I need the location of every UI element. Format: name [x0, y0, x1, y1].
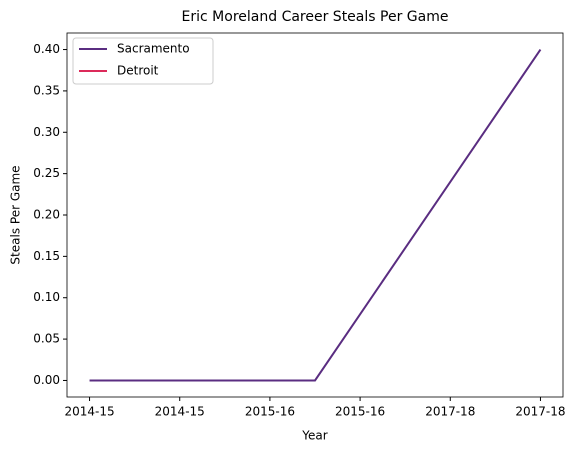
- x-tick-label: 2014-15: [64, 405, 114, 419]
- y-tick-label: 0.10: [33, 290, 60, 304]
- chart-title: Eric Moreland Career Steals Per Game: [182, 9, 449, 25]
- series-line: [89, 48, 542, 382]
- y-tick-label: 0.15: [33, 249, 60, 263]
- x-tick-label: 2017-18: [515, 405, 565, 419]
- y-tick-label: 0.25: [33, 166, 60, 180]
- x-tick-label: 2017-18: [425, 405, 475, 419]
- x-tick-label: 2014-15: [155, 405, 205, 419]
- y-tick-label: 0.20: [33, 208, 60, 222]
- y-tick-label: 0.40: [33, 42, 60, 56]
- x-axis-label: Year: [301, 429, 327, 443]
- legend-label: Sacramento: [117, 42, 190, 56]
- y-tick-label: 0.30: [33, 125, 60, 139]
- x-tick-label: 2015-16: [335, 405, 385, 419]
- y-tick-label: 0.05: [33, 332, 60, 346]
- x-tick-label: 2015-16: [245, 405, 295, 419]
- y-tick-label: 0.00: [33, 373, 60, 387]
- y-axis-label: Steals Per Game: [9, 165, 23, 264]
- legend-box: [72, 37, 214, 85]
- plot-frame: [66, 32, 564, 398]
- y-tick-label: 0.35: [33, 83, 60, 97]
- legend-label: Detroit: [117, 64, 159, 78]
